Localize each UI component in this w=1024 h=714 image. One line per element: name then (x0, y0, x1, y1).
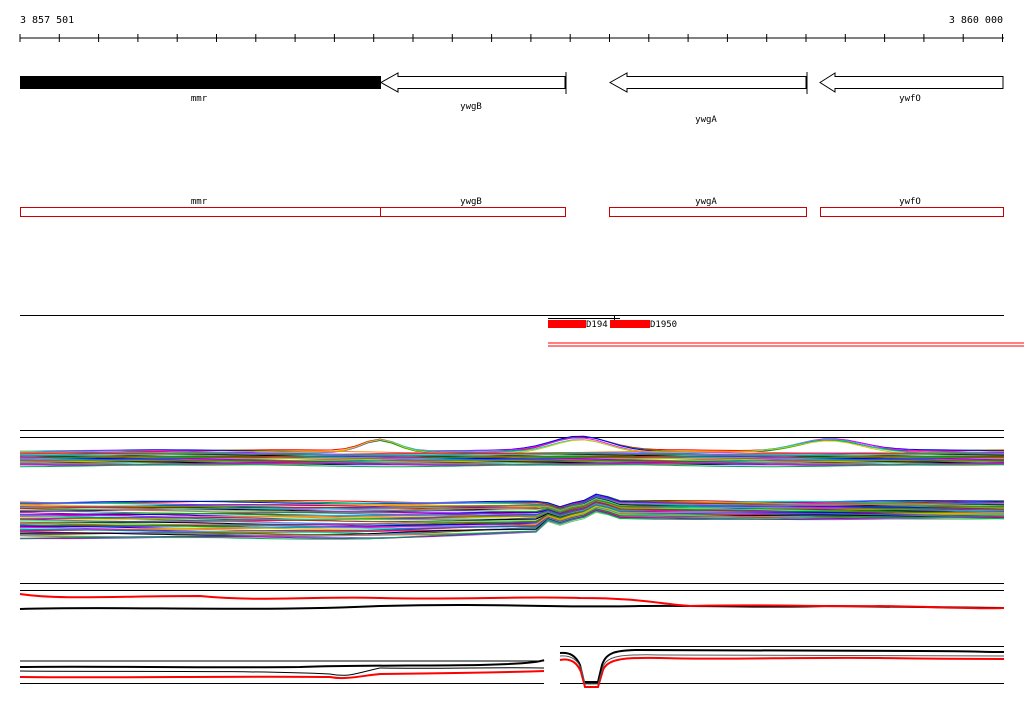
annotation-box-ywgA[interactable] (609, 207, 807, 217)
expression-track-1 (19, 430, 1005, 468)
gene-arrow-ywgA[interactable] (608, 72, 807, 93)
profile-line (19, 510, 1005, 540)
track-1-profiles (19, 435, 1005, 468)
profile-line (19, 435, 1005, 454)
annotation-label-mmr: mmr (191, 197, 208, 207)
gene-label-ywgB: ywgB (460, 102, 482, 112)
profile-line (19, 503, 1005, 521)
annotation-box-ywgB[interactable] (380, 207, 566, 217)
coordinate-ruler: 3 857 501 3 860 000 (19, 15, 1004, 42)
annotation-label-ywfO: ywfO (899, 197, 921, 207)
profile-line (19, 497, 1005, 511)
feature-track: D194 D1950 (20, 315, 1024, 347)
annotation-track: mmr ywgB ywgA ywfO (20, 197, 1004, 217)
gene-arrow-mmr[interactable] (20, 76, 381, 89)
ruler-end-label: 3 860 000 (949, 15, 1003, 26)
ruler-ticks (19, 34, 1003, 42)
profile-line (19, 455, 1005, 460)
profile-line (19, 437, 1005, 454)
track-4-right-black-profile (559, 648, 1005, 683)
gene-label-ywfO: ywfO (899, 94, 921, 104)
profile-line (19, 501, 1005, 517)
profile-line (19, 463, 1005, 468)
ruler-start-label: 3 857 501 (20, 15, 74, 26)
feature-label-D194: D194 (586, 320, 608, 330)
gene-label-mmr: mmr (191, 94, 208, 104)
track-4-right-gray-profile (559, 654, 1005, 685)
profile-line (19, 499, 1005, 513)
profile-line (19, 459, 1005, 463)
annotation-label-ywgB: ywgB (460, 197, 482, 207)
track-3-red-profile (19, 593, 1005, 610)
expression-track-4 (19, 646, 1005, 688)
track-4-left-red-profile (19, 670, 545, 680)
track-4-right-red-profile (559, 656, 1005, 688)
gene-arrow-ywfO[interactable] (819, 72, 1004, 93)
track-4-left-black-profile (19, 659, 545, 669)
profile-line (19, 454, 1005, 458)
gene-track: mmr ywgB ywgA ywfO (20, 72, 1004, 125)
annotation-label-ywgA: ywgA (695, 197, 717, 207)
gene-arrow-ywgB[interactable] (379, 72, 566, 93)
track-4-left-black-profile-2 (19, 667, 545, 676)
gene-label-ywgA: ywgA (695, 115, 717, 125)
profile-line (19, 509, 1004, 536)
feature-block-D1950[interactable] (610, 320, 650, 328)
expression-track-3 (19, 583, 1005, 610)
profile-line (19, 505, 1005, 528)
expression-track-2 (19, 493, 1005, 540)
annotation-box-ywfO[interactable] (820, 207, 1004, 217)
feature-label-D1950: D1950 (650, 320, 677, 330)
annotation-box-mmr[interactable] (20, 207, 381, 217)
track-2-profiles (19, 493, 1005, 540)
feature-block-D194[interactable] (548, 320, 586, 328)
